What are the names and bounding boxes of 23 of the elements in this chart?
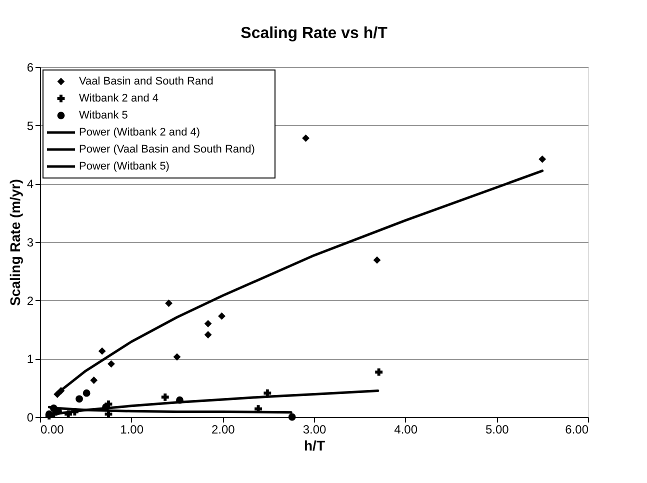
x-tick-label: 1.00 <box>120 422 144 436</box>
x-axis-title: h/T <box>304 438 326 454</box>
legend-label: Power (Witbank 5) <box>79 160 170 172</box>
x-tick-label: 2.00 <box>211 422 236 436</box>
y-tick-label: 4 <box>26 177 34 192</box>
x-tick-label: 5.00 <box>485 422 510 436</box>
legend-label: Power (Witbank 2 and 4) <box>79 126 200 138</box>
y-axis-title: Scaling Rate (m/yr) <box>6 179 23 306</box>
y-tick-label: 3 <box>26 236 34 250</box>
y-tick-label: 6 <box>26 60 34 74</box>
y-tick-label: 0 <box>26 410 34 424</box>
y-tick-label: 5 <box>26 118 34 133</box>
legend-label: Power (Vaal Basin and South Rand) <box>79 144 255 156</box>
y-tick-label: 2 <box>26 294 34 308</box>
x-tick-label: 3.00 <box>302 422 326 436</box>
legend-label: Vaal Basin and South Rand <box>79 76 214 88</box>
x-tick-label: 4.00 <box>394 422 418 436</box>
x-tick-label: 0.00 <box>40 422 64 436</box>
chart-title: Scaling Rate vs h/T <box>240 25 388 42</box>
legend-label: Witbank 5 <box>79 110 128 122</box>
legend-label: Witbank 2 and 4 <box>79 92 158 104</box>
x-tick-label: 6.00 <box>565 422 589 436</box>
y-tick-label: 1 <box>26 352 34 366</box>
